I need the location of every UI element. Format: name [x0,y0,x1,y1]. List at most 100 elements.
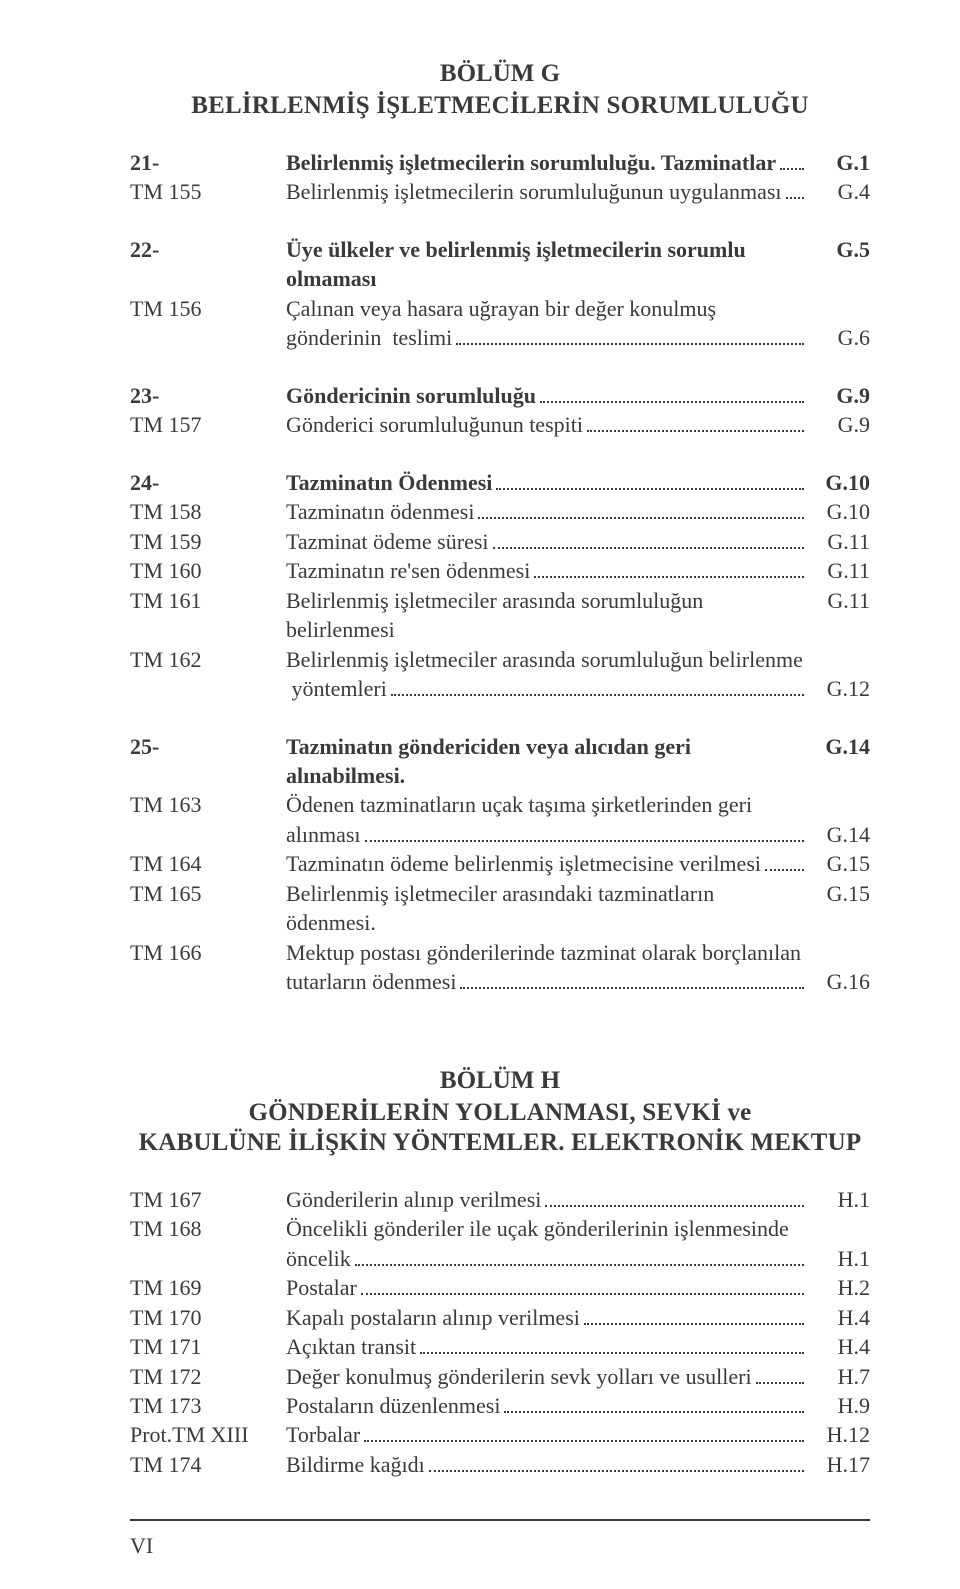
toc-group: 25-Tazminatın göndericiden veya alıcıdan… [130,732,870,997]
toc-page: G.11 [808,527,870,556]
toc-text: Postalar [286,1273,357,1302]
toc-line: Göndericinin sorumluluğuG.9 [286,381,870,410]
leader-dots [365,822,804,842]
toc-line: alınması G.14 [286,820,870,849]
toc-group: 21-Belirlenmiş işletmecilerin sorumluluğ… [130,148,870,207]
toc-body: Gönderilerin alınıp verilmesiH.1 [286,1185,870,1214]
toc-page: G.10 [808,497,870,526]
toc-page: G.9 [808,381,870,410]
toc-page: G.9 [808,410,870,439]
toc-code: TM 166 [130,938,286,967]
toc-page: G.4 [808,177,870,206]
toc-row: TM 156Çalınan veya hasara uğrayan bir de… [130,294,870,353]
toc-row: 24-Tazminatın ÖdenmesiG.10 [130,468,870,497]
section-g-subtitle: BELİRLENMİŞ İŞLETMECİLERİN SORUMLULUĞU [130,92,870,120]
toc-line: Öncelikli gönderiler ile uçak gönderiler… [286,1214,870,1243]
toc-row: TM 173Postaların düzenlenmesiH.9 [130,1391,870,1420]
toc-line: Açıktan transitH.4 [286,1332,870,1361]
page: BÖLÜM G BELİRLENMİŞ İŞLETMECİLERİN SORUM… [0,0,960,1589]
toc-body: Göndericinin sorumluluğuG.9 [286,381,870,410]
section-h-subtitle-1: GÖNDERİLERİN YOLLANMASI, SEVKİ ve [130,1099,870,1127]
toc-row: TM 166Mektup postası gönderilerinde tazm… [130,938,870,997]
toc-text: Tazminatın ödeme belirlenmiş işletmecisi… [286,849,761,878]
toc-line: Belirlenmiş işletmecilerin sorumluluğu. … [286,148,870,177]
toc-page: G.11 [808,586,870,615]
toc-code: 24- [130,468,286,497]
toc-page: G.12 [808,674,870,703]
toc-code: TM 164 [130,849,286,878]
toc-body: Postaların düzenlenmesi H.9 [286,1391,870,1420]
toc-row: 23-Göndericinin sorumluluğuG.9 [130,381,870,410]
toc-line: tutarların ödenmesi G.16 [286,967,870,996]
toc-line: Belirlenmiş işletmecilerin sorumluluğunu… [286,177,870,206]
toc-code: Prot.TM XIII [130,1420,286,1449]
toc-body: Gönderici sorumluluğunun tespitiG.9 [286,410,870,439]
toc-text: Ödenen tazminatların uçak taşıma şirketl… [286,790,752,819]
toc-line: Tazminatın ödeme belirlenmiş işletmecisi… [286,849,870,878]
leader-dots [460,970,804,990]
section-g-title: BÖLÜM G [130,60,870,88]
section-h-entries: TM 167Gönderilerin alınıp verilmesiH.1 TM… [130,1185,870,1480]
toc-page: G.6 [808,323,870,352]
section-h-title: BÖLÜM H [130,1067,870,1095]
toc-code: TM 162 [130,645,286,674]
toc-body: Ödenen tazminatların uçak taşıma şirketl… [286,790,870,849]
toc-row: TM 169PostalarH.2 [130,1273,870,1302]
toc-body: Belirlenmiş işletmecilerin sorumluluğu. … [286,148,870,177]
toc-page: G.11 [808,556,870,585]
toc-row: TM 163Ödenen tazminatların uçak taşıma ş… [130,790,870,849]
toc-page: H.9 [808,1391,870,1420]
toc-text: Öncelikli gönderiler ile uçak gönderiler… [286,1214,789,1243]
leader-dots [587,413,804,433]
toc-row: TM 172Değer konulmuş gönderilerin sevk y… [130,1362,870,1391]
toc-body: Belirlenmiş işletmeciler arasında soruml… [286,586,870,645]
toc-body: Mektup postası gönderilerinde tazminat o… [286,938,870,997]
toc-line: Postaların düzenlenmesi H.9 [286,1391,870,1420]
toc-row: TM 158Tazminatın ödenmesiG.10 [130,497,870,526]
toc-row: TM 174Bildirme kağıdıH.17 [130,1450,870,1479]
toc-page: G.10 [808,468,870,497]
toc-group: 22-Üye ülkeler ve belirlenmiş işletmecil… [130,235,870,353]
toc-code: TM 171 [130,1332,286,1361]
leader-dots [456,326,804,346]
toc-body: Tazminatın ödenmesiG.10 [286,497,870,526]
toc-text: Bildirme kağıdı [286,1450,425,1479]
toc-text: tutarların ödenmesi [286,967,456,996]
toc-line: Kapalı postaların alınıp verilmesiH.4 [286,1303,870,1332]
toc-body: Kapalı postaların alınıp verilmesiH.4 [286,1303,870,1332]
toc-body: Belirlenmiş işletmecilerin sorumluluğunu… [286,177,870,206]
toc-page: G.16 [808,967,870,996]
leader-dots [493,529,804,549]
toc-row: TM 164Tazminatın ödeme belirlenmiş işlet… [130,849,870,878]
toc-row: TM 161Belirlenmiş işletmeciler arasında … [130,586,870,645]
toc-line: Üye ülkeler ve belirlenmiş işletmecileri… [286,235,870,294]
toc-line: Gönderici sorumluluğunun tespitiG.9 [286,410,870,439]
toc-body: TorbalarH.12 [286,1420,870,1449]
toc-text: Postaların düzenlenmesi [286,1391,500,1420]
toc-code: TM 160 [130,556,286,585]
toc-body: Tazminatın re'sen ödenmesiG.11 [286,556,870,585]
toc-row: TM 159Tazminat ödeme süresiG.11 [130,527,870,556]
leader-dots [420,1334,804,1354]
toc-code: TM 158 [130,497,286,526]
toc-code: TM 155 [130,177,286,206]
toc-group: 24-Tazminatın ÖdenmesiG.10TM 158Tazminat… [130,468,870,704]
leader-dots [496,470,804,490]
toc-code: TM 165 [130,879,286,908]
toc-page: H.1 [808,1185,870,1214]
toc-page: H.4 [808,1303,870,1332]
toc-page: G.14 [808,820,870,849]
toc-text: Mektup postası gönderilerinde tazminat o… [286,938,801,967]
toc-text: Çalınan veya hasara uğrayan bir değer ko… [286,294,716,323]
toc-body: Tazminatın ÖdenmesiG.10 [286,468,870,497]
leader-dots [355,1246,804,1266]
toc-code: TM 156 [130,294,286,323]
toc-line: Bildirme kağıdıH.17 [286,1450,870,1479]
toc-code: TM 167 [130,1185,286,1214]
toc-body: Belirlenmiş işletmeciler arasındaki tazm… [286,879,870,938]
toc-text: alınması [286,820,361,849]
toc-text: Torbalar [286,1420,360,1449]
leader-dots [391,676,804,696]
toc-code: 21- [130,148,286,177]
toc-line: TorbalarH.12 [286,1420,870,1449]
